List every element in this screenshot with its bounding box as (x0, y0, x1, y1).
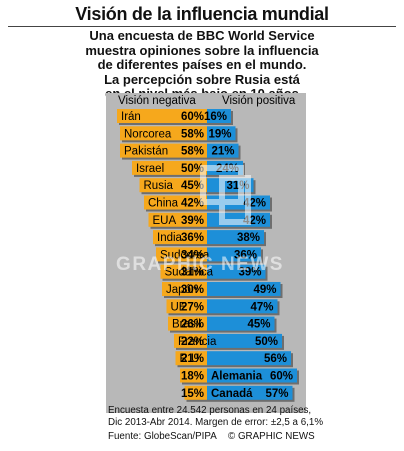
negative-bar (117, 109, 207, 123)
negative-value-label: 21% (181, 353, 204, 365)
negative-bar (144, 195, 207, 210)
negative-bar (174, 333, 207, 348)
positive-value-label: 24% (216, 163, 239, 175)
negative-bar (160, 264, 207, 279)
legend-negative-label: Visión negativa (118, 95, 196, 107)
category-label: Pakistán (124, 146, 168, 158)
negative-value-label: 18% (181, 371, 204, 383)
positive-bar (207, 333, 282, 348)
positive-bar (207, 143, 239, 158)
category-label: EUA (153, 215, 177, 227)
negative-bar (153, 230, 207, 245)
negative-value-label: 60% (181, 111, 204, 123)
legend-positive-label: Visión positiva (222, 95, 296, 107)
category-label: Alemania (211, 371, 263, 383)
title-divider (8, 26, 396, 27)
category-label: Francia (178, 336, 217, 348)
positive-value-label: 47% (250, 301, 273, 313)
credit-note: © GRAPHIC NEWS (228, 431, 315, 442)
category-label: Norcorea (124, 128, 172, 140)
negative-value-label: 15% (181, 388, 204, 400)
negative-bar (120, 143, 207, 158)
footnote-line: Encuesta entre 24.542 personas en 24 paí… (108, 405, 312, 416)
positive-value-label: 45% (247, 319, 270, 331)
positive-bar (207, 126, 236, 141)
negative-value-label: 39% (181, 215, 204, 227)
negative-value-label: 42% (181, 198, 204, 210)
negative-value-label: 26% (181, 319, 204, 331)
positive-value-label: 31% (226, 180, 249, 192)
positive-bar (207, 385, 293, 400)
negative-value-label: 27% (181, 301, 204, 313)
category-label: Sudáfrica (165, 267, 214, 279)
negative-value-label: 30% (181, 284, 204, 296)
footnote-line: Dic 2013-Abr 2014. Margen de error: ±2,5… (108, 417, 324, 428)
subtitle-line: de diferentes países en el mundo. (97, 57, 307, 73)
negative-bar (132, 160, 207, 175)
positive-bar (207, 264, 266, 279)
negative-bar (175, 351, 207, 366)
negative-value-label: 50% (181, 163, 204, 175)
negative-value-label: 22% (181, 336, 204, 348)
positive-value-label: 19% (208, 128, 231, 140)
negative-value-label: 45% (181, 180, 204, 192)
category-label: Rusia (144, 180, 174, 192)
positive-bar (207, 109, 231, 123)
negative-value-label: 31% (181, 267, 204, 279)
source-note: Fuente: GlobeScan/PIPA (108, 431, 217, 442)
negative-bar (162, 282, 207, 296)
positive-value-label: 38% (237, 232, 260, 244)
positive-bar (207, 230, 264, 245)
negative-value-label: 58% (181, 128, 204, 140)
positive-bar (207, 368, 297, 383)
positive-bar (207, 299, 278, 314)
subtitle-line: muestra opiniones sobre la influencia (85, 42, 319, 58)
negative-bar (156, 247, 207, 262)
negative-bar (180, 368, 207, 383)
positive-bar (207, 351, 291, 366)
positive-bar (207, 316, 275, 331)
negative-bar (148, 212, 207, 227)
positive-value-label: 49% (253, 284, 276, 296)
positive-value-label: 60% (270, 371, 293, 383)
category-label: R.U (180, 353, 200, 365)
subtitle-line: La percepción sobre Rusia está (104, 71, 300, 87)
positive-value-label: 36% (234, 249, 257, 261)
category-label: China (148, 198, 179, 210)
positive-value-label: 57% (265, 388, 288, 400)
category-label: Sudcorea (160, 249, 210, 261)
negative-bar (184, 385, 207, 400)
negative-bar (120, 126, 207, 141)
category-label: Japón (166, 284, 197, 296)
category-label: UE (171, 301, 187, 313)
positive-bar (207, 247, 261, 262)
category-label: Israel (136, 163, 164, 175)
negative-bar (139, 178, 207, 193)
positive-bar (207, 282, 281, 296)
positive-value-label: 21% (211, 146, 234, 158)
category-label: Canadá (211, 388, 253, 400)
negative-bar (168, 316, 207, 331)
subtitle-line: Una encuesta de BBC World Service (89, 28, 315, 43)
positive-value-label: 39% (238, 267, 261, 279)
negative-value-label: 36% (181, 232, 204, 244)
positive-value-label: 42% (243, 215, 266, 227)
negative-value-label: 34% (181, 249, 204, 261)
positive-value-label: 42% (243, 198, 266, 210)
category-label: Brasil (172, 319, 201, 331)
chart-title: Visión de la influencia mundial (75, 4, 329, 24)
positive-value-label: 50% (255, 336, 278, 348)
category-label: India (157, 232, 183, 244)
positive-value-label: 16% (204, 111, 227, 123)
positive-value-label: 56% (264, 353, 287, 365)
negative-value-label: 58% (181, 146, 204, 158)
negative-bar (166, 299, 207, 314)
category-label: Irán (121, 111, 141, 123)
